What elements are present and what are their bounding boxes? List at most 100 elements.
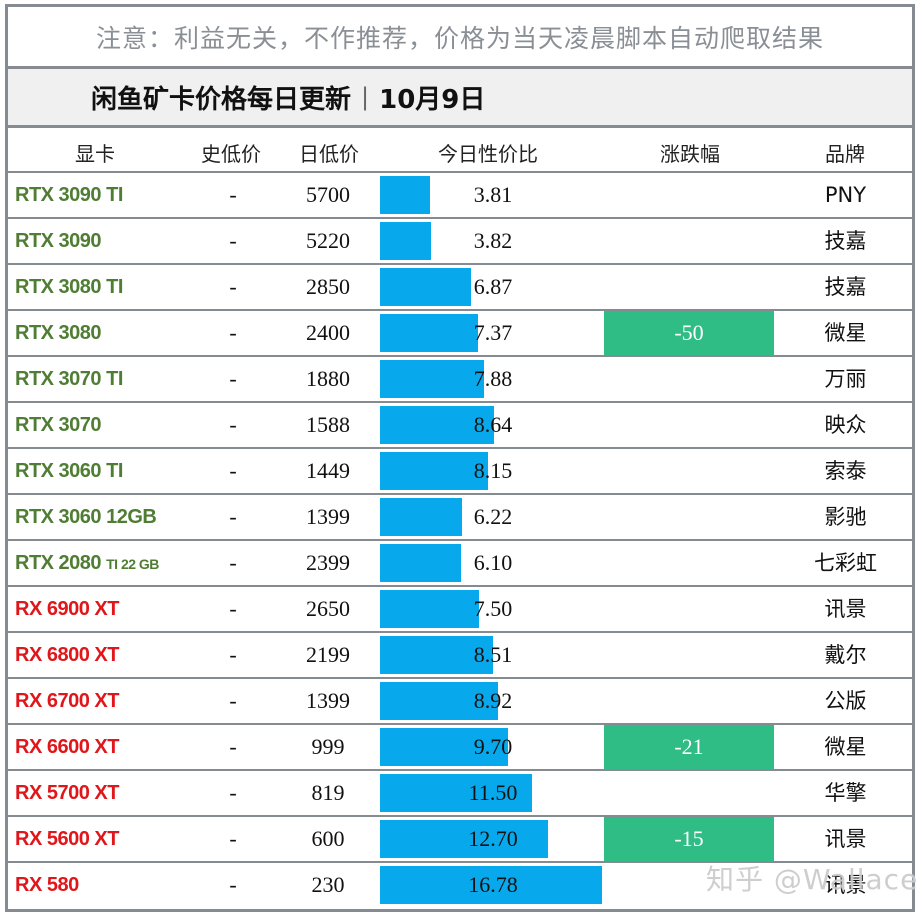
brand: 影驰 — [824, 505, 867, 529]
gpu-name: RTX 3080 TI — [15, 276, 123, 298]
value-ratio-bar — [380, 866, 602, 904]
historical-low-price: - — [229, 320, 237, 345]
value-ratio: 7.88 — [473, 366, 513, 391]
column-header-change: 涨跌幅 — [660, 142, 720, 166]
brand: 华擎 — [824, 781, 867, 805]
table-row: RTX 3090 - 5220 3.82 技嘉 — [8, 219, 912, 265]
value-ratio: 8.51 — [473, 642, 513, 667]
gpu-name: RTX 3090 TI — [15, 184, 123, 206]
historical-low-price: - — [229, 274, 237, 299]
brand: 技嘉 — [824, 229, 867, 253]
table-row: RX 6700 XT - 1399 8.92 公版 — [8, 679, 912, 725]
gpu-name: RTX 3070 — [15, 414, 102, 436]
table-row: RX 580 - 230 16.78 讯景 — [8, 863, 912, 907]
table-row: RTX 3080 TI - 2850 6.87 技嘉 — [8, 265, 912, 311]
brand: PNY — [824, 183, 867, 207]
value-ratio-bar — [380, 360, 484, 398]
historical-low-price: - — [229, 596, 237, 621]
daily-low-price: 2399 — [306, 550, 350, 575]
gpu-name: RTX 3060 TI — [15, 460, 123, 482]
daily-low-price: 819 — [311, 780, 345, 805]
value-ratio-bar — [380, 544, 461, 582]
disclaimer-notice: 注意：利益无关，不作推荐，价格为当天凌晨脚本自动爬取结果 — [8, 7, 912, 69]
table-row: RTX 3070 TI - 1880 7.88 万丽 — [8, 357, 912, 403]
brand: 微星 — [824, 735, 867, 759]
brand: 映众 — [824, 413, 867, 437]
value-ratio-bar — [380, 452, 488, 490]
value-ratio: 16.78 — [468, 872, 518, 897]
table-row: RTX 3080 - 2400 7.37 微星 -50 — [8, 311, 912, 357]
brand: 万丽 — [824, 367, 867, 391]
daily-low-price: 999 — [311, 734, 345, 759]
price-table: 注意：利益无关，不作推荐，价格为当天凌晨脚本自动爬取结果 闲鱼矿卡价格每日更新 … — [5, 4, 915, 912]
historical-low-price: - — [229, 642, 237, 667]
historical-low-price: - — [229, 826, 237, 851]
value-ratio: 7.37 — [473, 320, 513, 345]
value-ratio-bar — [380, 498, 462, 536]
table-row: RTX 3070 - 1588 8.64 映众 — [8, 403, 912, 449]
daily-low-price: 600 — [311, 826, 345, 851]
value-ratio: 7.50 — [473, 596, 513, 621]
table-row: RX 6600 XT - 999 9.70 微星 -21 — [8, 725, 912, 771]
value-ratio-bar — [380, 222, 431, 260]
title-date: 10月9日 — [379, 84, 486, 115]
title-band: 闲鱼矿卡价格每日更新 | 10月9日 — [8, 69, 912, 128]
gpu-name: RX 6900 XT — [15, 598, 119, 620]
table-row: RTX 2080 TI 22 GB - 2399 6.10 七彩虹 — [8, 541, 912, 587]
brand: 技嘉 — [824, 275, 867, 299]
brand: 微星 — [824, 321, 867, 345]
value-ratio-bar — [380, 774, 532, 812]
value-ratio: 9.70 — [473, 734, 513, 759]
gpu-name: RX 5700 XT — [15, 782, 119, 804]
gpu-name: RX 6800 XT — [15, 644, 119, 666]
value-ratio-bar — [380, 268, 471, 306]
daily-low-price: 2850 — [306, 274, 350, 299]
gpu-name: RTX 3070 TI — [15, 368, 123, 390]
brand: 讯景 — [824, 827, 867, 851]
table-header: 显卡 史低价 日低价 今日性价比 涨跌幅 品牌 — [8, 128, 912, 173]
historical-low-price: - — [229, 872, 237, 897]
historical-low-price: - — [229, 412, 237, 437]
value-ratio: 6.10 — [473, 550, 513, 575]
gpu-name: RX 5600 XT — [15, 828, 119, 850]
daily-low-price: 230 — [311, 872, 345, 897]
value-ratio: 8.64 — [473, 412, 513, 437]
historical-low-price: - — [229, 182, 237, 207]
table-row: RX 5700 XT - 819 11.50 华擎 — [8, 771, 912, 817]
brand: 七彩虹 — [814, 551, 877, 575]
gpu-name: RX 580 — [15, 874, 79, 896]
brand: 索泰 — [824, 459, 867, 483]
historical-low-price: - — [229, 550, 237, 575]
historical-low-price: - — [229, 504, 237, 529]
value-ratio-bar — [380, 820, 548, 858]
value-ratio: 6.22 — [473, 504, 513, 529]
gpu-name: RTX 3060 12GB — [15, 506, 157, 528]
daily-low-price: 1399 — [306, 504, 350, 529]
value-ratio-bar — [380, 314, 478, 352]
column-header-hist-low: 史低价 — [201, 142, 261, 166]
column-header-brand: 品牌 — [825, 142, 865, 166]
value-ratio: 8.92 — [473, 688, 513, 713]
value-ratio: 3.81 — [473, 182, 513, 207]
value-ratio-bar — [380, 728, 508, 766]
column-header-gpu: 显卡 — [75, 142, 115, 166]
daily-low-price: 2199 — [306, 642, 350, 667]
table-row: RTX 3060 TI - 1449 8.15 索泰 — [8, 449, 912, 495]
gpu-name: RTX 3080 — [15, 322, 102, 344]
price-change-badge: -21 — [604, 725, 774, 769]
daily-low-price: 5220 — [306, 228, 350, 253]
daily-low-price: 1588 — [306, 412, 350, 437]
page-title: 闲鱼矿卡价格每日更新 — [91, 84, 352, 115]
historical-low-price: - — [229, 688, 237, 713]
value-ratio-bar — [380, 406, 494, 444]
value-ratio: 8.15 — [473, 458, 513, 483]
brand: 讯景 — [824, 597, 867, 621]
table-row: RX 6900 XT - 2650 7.50 讯景 — [8, 587, 912, 633]
table-row: RX 5600 XT - 600 12.70 讯景 -15 — [8, 817, 912, 863]
price-change-badge: -15 — [604, 817, 774, 861]
value-ratio: 12.70 — [468, 826, 518, 851]
gpu-name: RTX 2080 TI 22 GB — [15, 552, 159, 574]
column-header-day-low: 日低价 — [299, 142, 359, 166]
brand: 戴尔 — [824, 643, 867, 667]
price-change-badge: -50 — [604, 311, 774, 355]
